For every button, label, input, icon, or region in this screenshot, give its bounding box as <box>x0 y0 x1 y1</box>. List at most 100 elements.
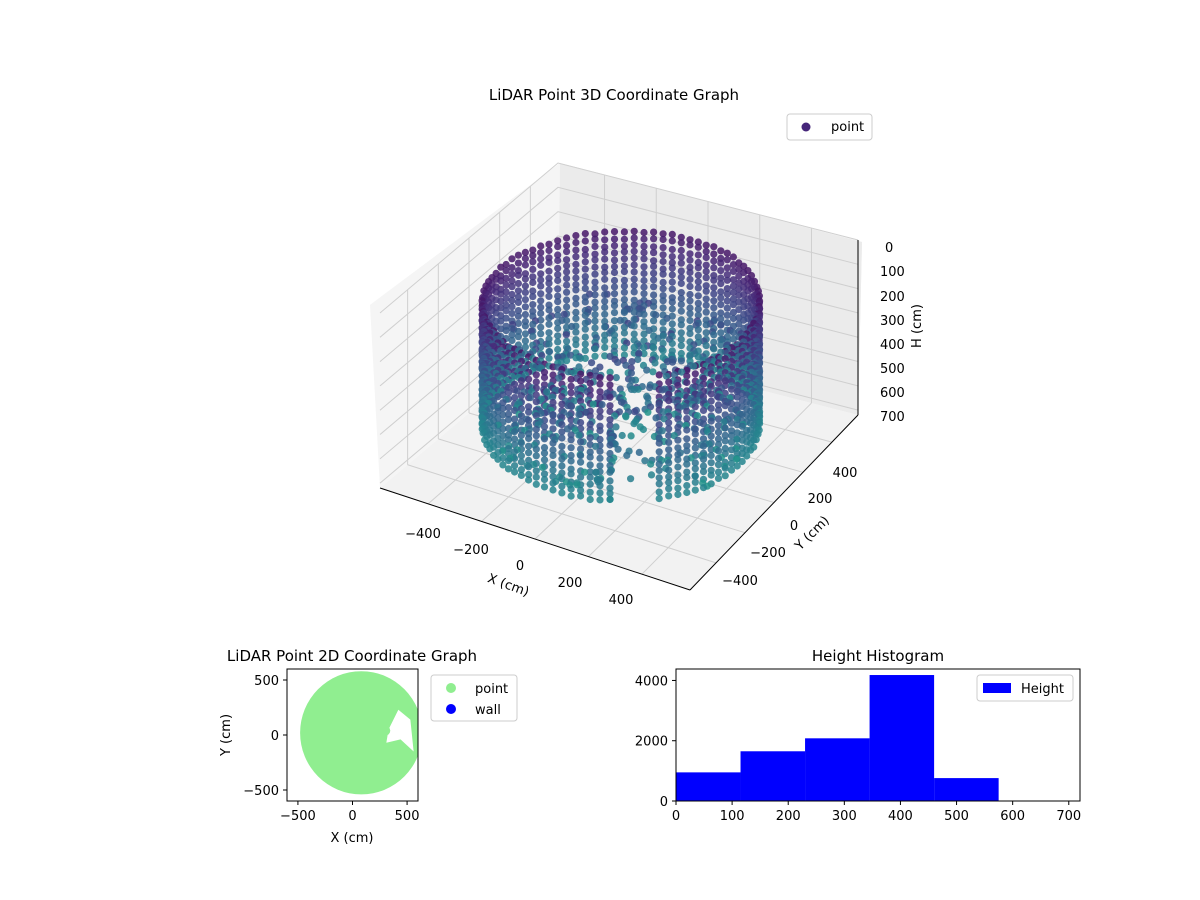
lidar-point <box>707 432 715 440</box>
lidar-point <box>577 419 585 427</box>
lidar-point <box>606 393 614 401</box>
lidar-point <box>591 235 599 243</box>
point-cloud-2d <box>300 671 418 795</box>
lidar-point <box>592 468 600 476</box>
lidar-point <box>677 329 685 337</box>
lidar-point <box>620 276 629 284</box>
lidar-point <box>702 301 710 309</box>
plot-3d-title: LiDAR Point 3D Coordinate Graph <box>489 86 739 104</box>
legend-label: point <box>831 120 864 135</box>
lidar-point <box>652 414 660 422</box>
lidar-point <box>563 274 571 282</box>
lidar-point <box>740 316 748 324</box>
lidar-point <box>659 251 667 259</box>
lidar-point <box>591 291 599 299</box>
lidar-point <box>721 402 729 410</box>
lidar-point <box>717 336 725 344</box>
lidar-point <box>707 471 715 479</box>
y-tick-label: 4000 <box>635 674 668 689</box>
lidar-point <box>723 249 731 257</box>
lidar-point <box>647 460 655 468</box>
lidar-point <box>572 253 580 261</box>
lidar-point <box>529 293 537 301</box>
lidar-point <box>677 239 685 247</box>
lidar-point <box>717 321 725 329</box>
lidar-point <box>558 400 566 408</box>
lidar-point <box>563 281 571 289</box>
lidar-point <box>540 435 549 443</box>
lidar-point <box>717 267 725 275</box>
y-tick-label: 2000 <box>635 735 668 750</box>
lidar-point <box>677 259 685 267</box>
lidar-point <box>567 431 575 439</box>
lidar-point <box>665 485 673 493</box>
lidar-point <box>567 444 575 452</box>
lidar-point <box>723 264 731 272</box>
lidar-point <box>691 472 699 480</box>
lidar-point <box>693 412 702 420</box>
lidar-point <box>650 283 658 291</box>
lidar-point <box>508 290 516 299</box>
lidar-point <box>532 480 540 488</box>
lidar-point <box>707 404 715 412</box>
lidar-point <box>683 468 691 476</box>
lidar-point <box>581 245 589 254</box>
lidar-point <box>549 460 557 468</box>
lidar-point <box>683 407 691 415</box>
lidar-point <box>707 459 715 467</box>
lidar-point <box>699 406 708 414</box>
lidar-point <box>560 310 568 318</box>
lidar-point <box>699 455 708 463</box>
lidar-point <box>655 474 663 482</box>
point-cloud-3d <box>478 227 764 504</box>
lidar-point <box>577 486 585 494</box>
lidar-point <box>729 261 738 269</box>
lidar-point <box>545 348 554 356</box>
lidar-point <box>532 391 540 399</box>
lidar-point <box>601 291 609 299</box>
lidar-point <box>572 308 580 316</box>
lidar-point <box>572 300 580 308</box>
lidar-point <box>554 237 562 245</box>
lidar-point <box>650 243 658 251</box>
lidar-point <box>567 382 575 390</box>
lidar-point <box>497 290 505 298</box>
scatter-2d-points <box>300 671 418 795</box>
point-marker <box>380 725 391 736</box>
lidar-point <box>510 394 519 402</box>
lidar-point <box>508 296 516 305</box>
y-tick-label: 0 <box>271 729 279 744</box>
lidar-point <box>677 357 686 365</box>
lidar-point <box>601 310 609 318</box>
lidar-point <box>723 271 731 279</box>
lidar-point <box>521 322 530 330</box>
lidar-point <box>502 327 510 335</box>
lidar-point <box>586 420 594 428</box>
lidar-point <box>694 305 702 313</box>
lidar-point <box>620 235 629 243</box>
lidar-point <box>691 478 699 486</box>
lidar-point <box>683 473 691 482</box>
lidar-point <box>577 438 585 446</box>
lidar-point <box>702 274 710 282</box>
lidar-point <box>659 318 667 326</box>
plot-2d: LiDAR Point 2D Coordinate Graph −500 0 500… <box>219 647 518 846</box>
lidar-point <box>525 442 533 450</box>
lidar-point <box>668 271 676 279</box>
lidar-point <box>517 439 526 447</box>
lidar-point <box>606 402 614 410</box>
lidar-point <box>575 431 583 439</box>
lidar-point <box>499 461 507 469</box>
lidar-point <box>514 333 523 341</box>
lidar-point <box>510 415 519 423</box>
lidar-point <box>554 256 562 265</box>
lidar-point <box>537 323 545 331</box>
lidar-point <box>735 291 743 299</box>
lidar-point <box>529 320 537 328</box>
lidar-point <box>721 444 729 453</box>
lidar-point <box>668 253 676 261</box>
lidar-point <box>630 296 638 304</box>
lidar-point <box>572 238 580 247</box>
lidar-point <box>630 247 638 255</box>
lidar-point <box>601 297 609 305</box>
